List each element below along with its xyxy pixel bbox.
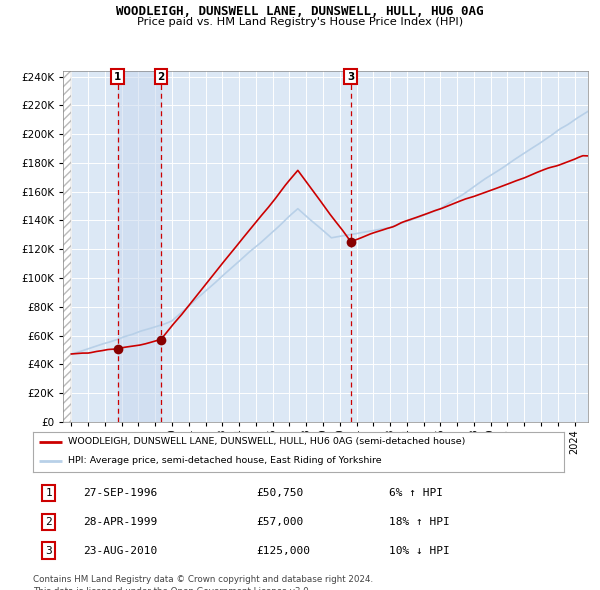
Text: Contains HM Land Registry data © Crown copyright and database right 2024.
This d: Contains HM Land Registry data © Crown c… [33,575,373,590]
Text: 23-AUG-2010: 23-AUG-2010 [83,546,158,556]
Text: 2: 2 [46,517,52,527]
Text: WOODLEIGH, DUNSWELL LANE, DUNSWELL, HULL, HU6 0AG: WOODLEIGH, DUNSWELL LANE, DUNSWELL, HULL… [116,5,484,18]
Text: 6% ↑ HPI: 6% ↑ HPI [389,488,443,498]
Text: 1: 1 [114,71,121,81]
Text: 10% ↓ HPI: 10% ↓ HPI [389,546,449,556]
Text: £50,750: £50,750 [256,488,303,498]
Text: WOODLEIGH, DUNSWELL LANE, DUNSWELL, HULL, HU6 0AG (semi-detached house): WOODLEIGH, DUNSWELL LANE, DUNSWELL, HULL… [68,437,465,447]
Text: 27-SEP-1996: 27-SEP-1996 [83,488,158,498]
Bar [118,71,161,422]
Text: £57,000: £57,000 [256,517,303,527]
Text: 1: 1 [46,488,52,498]
Text: 3: 3 [347,71,354,81]
Text: 3: 3 [46,546,52,556]
Text: 28-APR-1999: 28-APR-1999 [83,517,158,527]
Text: 18% ↑ HPI: 18% ↑ HPI [389,517,449,527]
Text: £125,000: £125,000 [256,546,310,556]
Text: 2: 2 [157,71,164,81]
Text: Price paid vs. HM Land Registry's House Price Index (HPI): Price paid vs. HM Land Registry's House … [137,17,463,27]
Text: HPI: Average price, semi-detached house, East Riding of Yorkshire: HPI: Average price, semi-detached house,… [68,456,381,466]
